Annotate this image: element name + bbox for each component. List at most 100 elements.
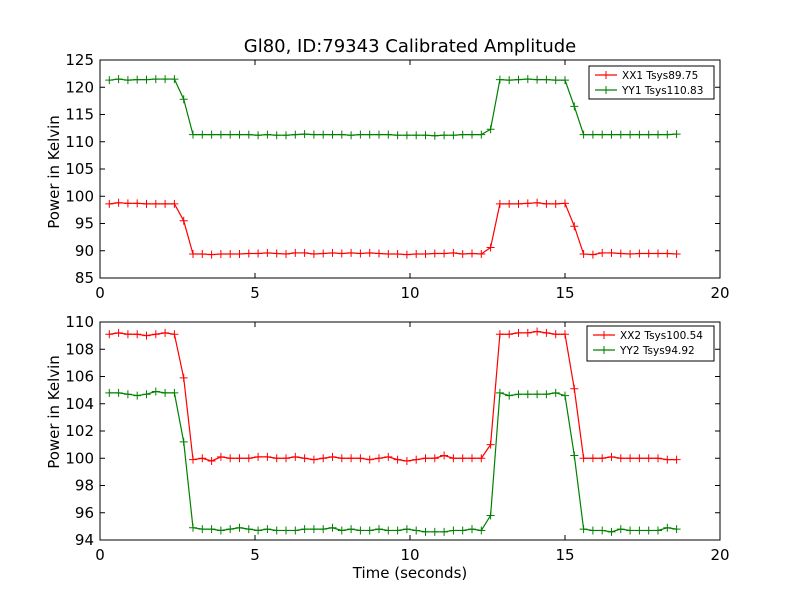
data-point: [207, 250, 216, 259]
data-point: [291, 248, 300, 257]
data-point: [598, 526, 607, 535]
data-point: [319, 454, 328, 463]
data-point: [300, 130, 309, 139]
data-point: [123, 390, 132, 399]
data-point: [151, 330, 160, 339]
data-point: [412, 131, 421, 140]
data-point: [663, 455, 672, 464]
data-point: [151, 75, 160, 84]
data-point: [672, 525, 681, 534]
data-point: [458, 526, 467, 535]
data-point: [263, 452, 272, 461]
data-point: [384, 250, 393, 259]
data-point: [505, 330, 514, 339]
data-point: [216, 250, 225, 259]
data-point: [430, 249, 439, 258]
data-point: [430, 454, 439, 463]
data-point: [189, 455, 197, 464]
data-point: [207, 130, 216, 139]
data-point: [626, 526, 635, 535]
legend-box: [588, 65, 715, 100]
data-point: [365, 455, 374, 464]
data-point: [207, 456, 216, 465]
data-point: [263, 525, 272, 534]
legend-0: XX1 Tsys89.75 YY1 Tsys110.83: [588, 65, 715, 100]
data-point: [365, 130, 374, 139]
data-point: [654, 130, 662, 139]
legend-box: [586, 325, 715, 362]
data-point: [644, 249, 653, 258]
data-point: [207, 525, 216, 534]
data-point: [477, 250, 486, 259]
data-point: [170, 388, 179, 397]
data-point: [486, 243, 495, 252]
data-point: [551, 388, 560, 397]
data-point: [505, 391, 514, 400]
data-point: [542, 390, 551, 399]
data-point: [440, 527, 449, 536]
top-y-axis-label: Power in Kelvin: [45, 115, 63, 229]
data-point: [142, 199, 151, 208]
data-point: [505, 199, 514, 208]
data-point: [291, 526, 300, 535]
data-point: [356, 130, 365, 139]
y-tick-label: 102: [65, 422, 94, 440]
data-point: [495, 75, 504, 84]
data-point: [421, 527, 430, 536]
legend-entry: XX2 Tsys100.54: [620, 330, 703, 342]
legend-marker: [600, 346, 608, 354]
data-point: [477, 130, 486, 139]
data-point: [579, 454, 588, 463]
data-point: [598, 130, 607, 139]
data-point: [347, 248, 356, 257]
data-point: [226, 130, 235, 139]
data-point: [421, 131, 430, 140]
data-point: [347, 131, 356, 140]
data-point: [337, 526, 346, 535]
data-point: [449, 526, 458, 535]
data-point: [663, 523, 672, 532]
legend-marker: [602, 71, 610, 79]
data-point: [533, 327, 542, 336]
data-point: [486, 440, 495, 449]
chart-title: Gl80, ID:79343 Calibrated Amplitude: [244, 36, 577, 57]
data-point: [272, 249, 281, 258]
data-point: [179, 216, 188, 225]
data-point: [495, 330, 504, 339]
data-point: [170, 75, 179, 84]
y-tick-label: 104: [65, 395, 94, 413]
data-point: [551, 76, 560, 85]
data-point: [179, 437, 188, 446]
data-point: [282, 250, 290, 259]
data-point: [412, 250, 421, 259]
data-point: [235, 130, 244, 139]
data-point: [458, 454, 467, 463]
data-point: [579, 250, 588, 259]
data-point: [356, 454, 365, 463]
y-tick-label: 96: [75, 504, 94, 522]
data-point: [263, 248, 272, 257]
data-point: [309, 130, 318, 139]
data-point: [421, 454, 430, 463]
legend-marker: [602, 86, 610, 94]
data-point: [189, 130, 197, 139]
data-point: [105, 76, 114, 85]
data-point: [570, 222, 579, 231]
data-point: [626, 130, 635, 139]
data-point: [477, 526, 486, 535]
data-point: [291, 452, 300, 461]
legend-marker: [600, 331, 608, 339]
bottom-panel: Power in Kelvin Time (seconds) 0 5 10 15 20 9…: [45, 313, 730, 582]
data-point: [672, 455, 681, 464]
data-point: [458, 130, 467, 139]
data-point: [375, 249, 383, 258]
data-point: [365, 526, 374, 535]
data-point: [347, 525, 356, 534]
data-point: [449, 454, 458, 463]
data-point: [421, 250, 430, 259]
data-point: [570, 102, 579, 111]
data-point: [402, 456, 411, 465]
x-tick-label: 0: [95, 284, 105, 302]
data-point: [347, 454, 356, 463]
